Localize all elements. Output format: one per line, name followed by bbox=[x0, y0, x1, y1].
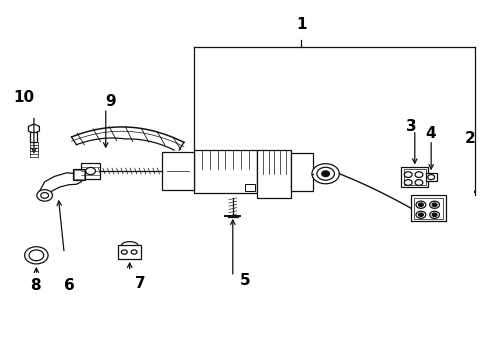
Circle shape bbox=[418, 203, 423, 207]
Text: 4: 4 bbox=[425, 126, 436, 141]
Bar bbox=[401, 167, 428, 187]
Circle shape bbox=[29, 250, 44, 261]
Circle shape bbox=[24, 247, 48, 264]
Bar bbox=[404, 169, 426, 185]
Bar bbox=[411, 195, 446, 221]
Bar bbox=[426, 173, 437, 181]
Circle shape bbox=[131, 250, 137, 254]
Text: 5: 5 bbox=[240, 273, 250, 288]
Text: 8: 8 bbox=[30, 278, 41, 293]
Circle shape bbox=[428, 175, 435, 180]
Text: 6: 6 bbox=[64, 278, 74, 293]
Polygon shape bbox=[37, 173, 81, 199]
Circle shape bbox=[416, 201, 426, 208]
Bar bbox=[257, 149, 292, 198]
Bar bbox=[74, 170, 84, 179]
Circle shape bbox=[416, 211, 426, 219]
Circle shape bbox=[430, 201, 440, 208]
Bar bbox=[81, 163, 100, 179]
Circle shape bbox=[122, 250, 127, 254]
Bar bbox=[162, 152, 194, 190]
Circle shape bbox=[404, 172, 412, 177]
Bar bbox=[30, 132, 37, 142]
Bar bbox=[292, 153, 314, 191]
Circle shape bbox=[418, 213, 423, 217]
Text: 1: 1 bbox=[296, 17, 306, 32]
Text: 9: 9 bbox=[105, 94, 116, 109]
Circle shape bbox=[415, 180, 423, 185]
Bar bbox=[194, 149, 257, 193]
Text: 10: 10 bbox=[14, 90, 35, 105]
Circle shape bbox=[86, 167, 96, 175]
Circle shape bbox=[317, 167, 334, 180]
Text: 3: 3 bbox=[406, 119, 416, 134]
Circle shape bbox=[432, 213, 437, 217]
Circle shape bbox=[404, 180, 412, 185]
Bar bbox=[118, 245, 142, 259]
Bar bbox=[414, 198, 443, 219]
Circle shape bbox=[432, 203, 437, 207]
Bar bbox=[245, 184, 255, 191]
Circle shape bbox=[37, 190, 52, 201]
Bar bbox=[73, 169, 85, 180]
Text: 2: 2 bbox=[465, 131, 475, 146]
Circle shape bbox=[430, 211, 440, 219]
Circle shape bbox=[312, 164, 339, 184]
Text: 7: 7 bbox=[135, 276, 145, 292]
Circle shape bbox=[322, 171, 330, 177]
Circle shape bbox=[41, 193, 49, 198]
Circle shape bbox=[415, 172, 423, 177]
